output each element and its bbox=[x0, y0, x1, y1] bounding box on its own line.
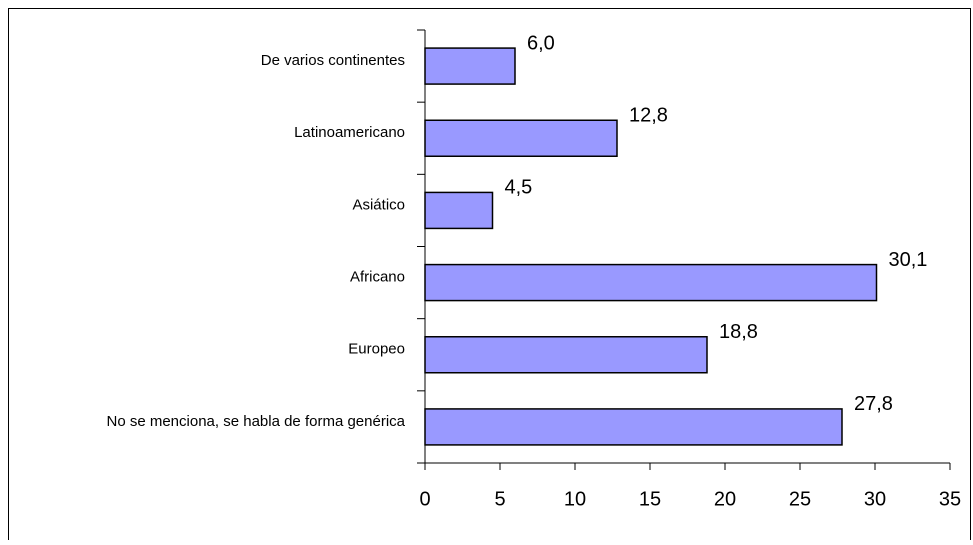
x-tick-label: 20 bbox=[714, 488, 736, 510]
x-tick-label: 15 bbox=[639, 488, 661, 510]
x-tick-label: 10 bbox=[564, 488, 586, 510]
data-label: 4,5 bbox=[505, 177, 533, 199]
y-tick-label: Latinoamericano bbox=[294, 124, 405, 141]
y-tick-label: Europeo bbox=[348, 341, 405, 358]
x-tick-label: 30 bbox=[864, 488, 886, 510]
x-tick-label: 0 bbox=[419, 488, 430, 510]
data-label: 30,1 bbox=[889, 249, 928, 271]
x-tick-label: 5 bbox=[494, 488, 505, 510]
x-tick-label: 25 bbox=[789, 488, 811, 510]
x-tick-label: 35 bbox=[939, 488, 961, 510]
bar bbox=[424, 191, 494, 230]
data-label: 27,8 bbox=[854, 393, 893, 415]
bar bbox=[424, 119, 618, 157]
data-label: 6,0 bbox=[527, 32, 555, 54]
bar bbox=[424, 408, 843, 446]
bar bbox=[424, 336, 708, 374]
y-tick-label: Africano bbox=[350, 269, 405, 286]
data-label: 12,8 bbox=[629, 105, 668, 127]
y-tick-label: De varios continentes bbox=[261, 52, 405, 69]
data-label: 18,8 bbox=[719, 321, 758, 343]
bar bbox=[424, 263, 878, 302]
y-tick-label: Asiático bbox=[352, 196, 405, 213]
bar bbox=[424, 47, 516, 85]
y-tick-label: No se menciona, se habla de forma genéri… bbox=[106, 413, 405, 430]
